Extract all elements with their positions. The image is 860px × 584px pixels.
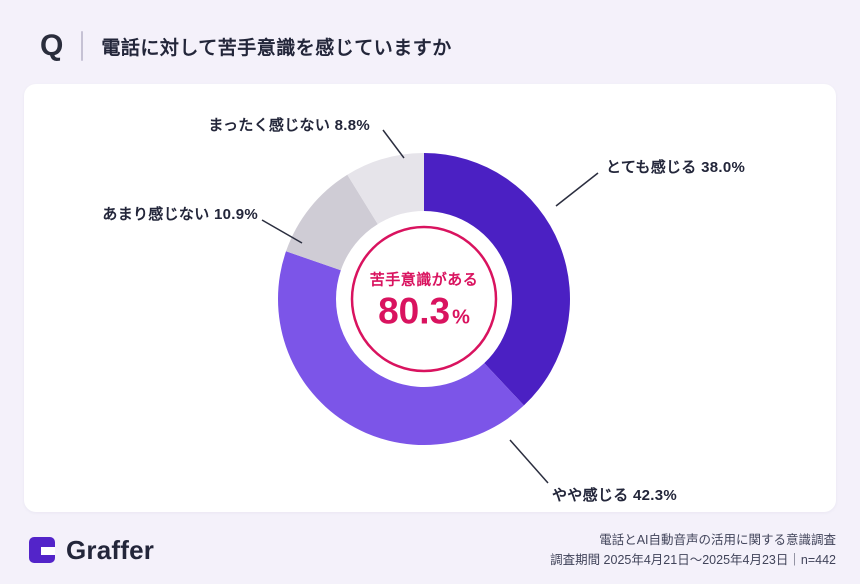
page-footer: Graffer 電話とAI自動音声の活用に関する意識調査 調査期間 2025年4… (0, 512, 860, 570)
donut-segment-not-at-all (347, 153, 424, 225)
center-value-number: 80.3 (378, 290, 451, 332)
center-accent-ring (350, 225, 498, 373)
donut-segment-very (424, 153, 570, 406)
slice-label-somewhat: やや感じる 42.3% (552, 487, 677, 504)
question-title: 電話に対して苦手意識を感じていますか (101, 37, 452, 59)
survey-meta: 電話とAI自動音声の活用に関する意識調査 調査期間 2025年4月21日〜202… (550, 530, 836, 570)
chart-card: とても感じる 38.0% やや感じる 42.3% あまり感じない 10.9% ま… (24, 84, 836, 512)
donut-segment-somewhat (278, 251, 524, 445)
question-header: Q 電話に対して苦手意識を感じていますか (0, 0, 860, 84)
survey-title: 電話とAI自動音声の活用に関する意識調査 (599, 533, 836, 547)
graffer-logo-icon (29, 537, 55, 563)
leader-line-very (555, 172, 599, 207)
leader-line-not-much (261, 219, 303, 244)
center-value: 80.3% (370, 293, 479, 330)
donut-chart-svg (261, 129, 599, 484)
brand: Graffer (28, 535, 154, 566)
leader-line-not-at-all (382, 129, 405, 159)
center-value-unit: % (452, 306, 470, 329)
slice-label-very: とても感じる 38.0% (606, 159, 746, 176)
header-divider (81, 31, 84, 61)
leader-line-somewhat (509, 439, 549, 484)
center-caption: 苦手意識がある (369, 271, 479, 289)
survey-period: 調査期間 2025年4月21日〜2025年4月23日｜n=442 (550, 553, 836, 567)
donut-center-label: 苦手意識がある 80.3% (370, 269, 479, 330)
brand-name: Graffer (66, 534, 155, 565)
question-mark: Q (40, 29, 64, 62)
donut-chart: とても感じる 38.0% やや感じる 42.3% あまり感じない 10.9% ま… (24, 84, 836, 512)
slice-label-not-much: あまり感じない 10.9% (102, 206, 258, 223)
donut-segment-not-much (286, 174, 378, 271)
slice-label-not-at-all: まったく感じない 8.8% (208, 117, 370, 134)
